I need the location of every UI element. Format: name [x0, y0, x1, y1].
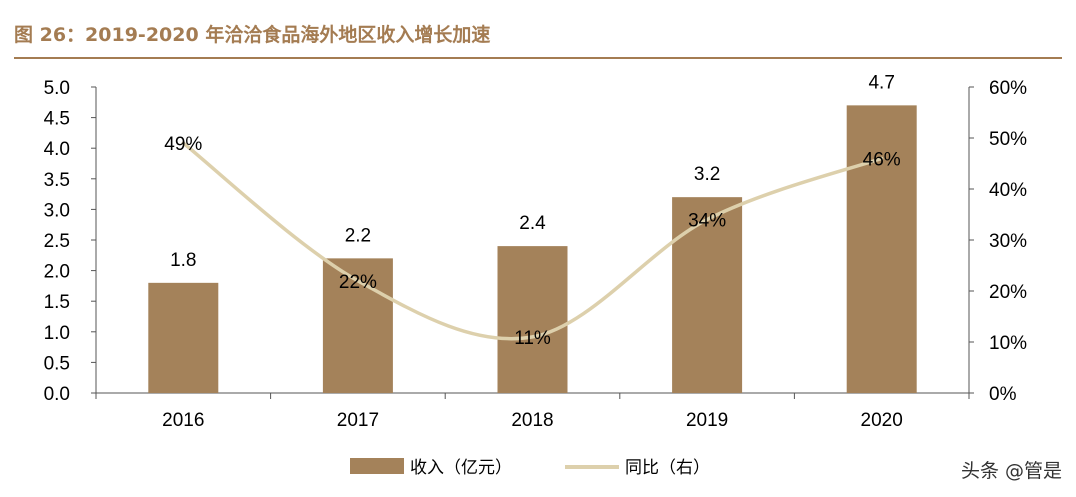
left-axis-tick-label: 5.0 [44, 78, 70, 99]
left-axis-tick-label: 3.0 [44, 200, 70, 221]
bar-data-label: 4.7 [868, 72, 894, 93]
right-axis-tick-label: 30% [989, 231, 1027, 252]
right-axis-tick-label: 50% [989, 129, 1027, 150]
bar-data-label: 3.2 [694, 164, 720, 185]
x-axis-tick-label: 2016 [162, 410, 204, 431]
left-axis-tick-label: 3.5 [44, 170, 70, 191]
legend-bar-label: 收入（亿元） [410, 458, 512, 478]
right-axis-tick-label: 0% [989, 384, 1017, 405]
bar [148, 282, 219, 393]
left-axis-tick-label: 4.0 [44, 139, 70, 160]
right-axis-tick-label: 20% [989, 282, 1027, 303]
left-axis-tick-label: 0.5 [44, 353, 70, 374]
right-axis-tick-label: 60% [989, 78, 1027, 99]
chart-title: 图 26：2019-2020 年洽洽食品海外地区收入增长加速 [14, 24, 491, 46]
left-axis-tick-label: 1.0 [44, 323, 70, 344]
left-axis-tick-label: 2.5 [44, 231, 70, 252]
line-data-label: 34% [688, 211, 726, 232]
line-data-label: 11% [514, 328, 551, 349]
bar [497, 246, 568, 393]
left-axis-tick-label: 2.0 [44, 262, 70, 283]
yoy-line [181, 141, 884, 341]
legend-line-label: 同比（右） [625, 458, 710, 478]
bar-data-label: 2.2 [345, 225, 371, 246]
left-axis-tick-label: 4.5 [44, 109, 70, 130]
watermark: 头条 @管是 [960, 460, 1062, 482]
line-data-label: 46% [863, 149, 901, 170]
x-axis-tick-label: 2019 [686, 410, 728, 431]
right-axis-tick-label: 40% [989, 180, 1027, 201]
bar-data-label: 2.4 [519, 213, 546, 234]
right-axis-tick-label: 10% [989, 333, 1027, 354]
line-data-label: 22% [339, 272, 377, 293]
title-divider [14, 57, 1062, 59]
left-axis-tick-label: 1.5 [44, 292, 70, 313]
bar [846, 105, 917, 394]
left-axis-tick-label: 0.0 [44, 384, 70, 405]
x-axis-tick-label: 2018 [511, 410, 553, 431]
bar-data-label: 1.8 [170, 250, 196, 271]
x-axis-tick-label: 2020 [861, 410, 903, 431]
x-axis-tick-label: 2017 [337, 410, 379, 431]
legend-bar-swatch [350, 458, 404, 474]
line-data-label: 49% [164, 134, 202, 155]
bar [672, 197, 743, 393]
